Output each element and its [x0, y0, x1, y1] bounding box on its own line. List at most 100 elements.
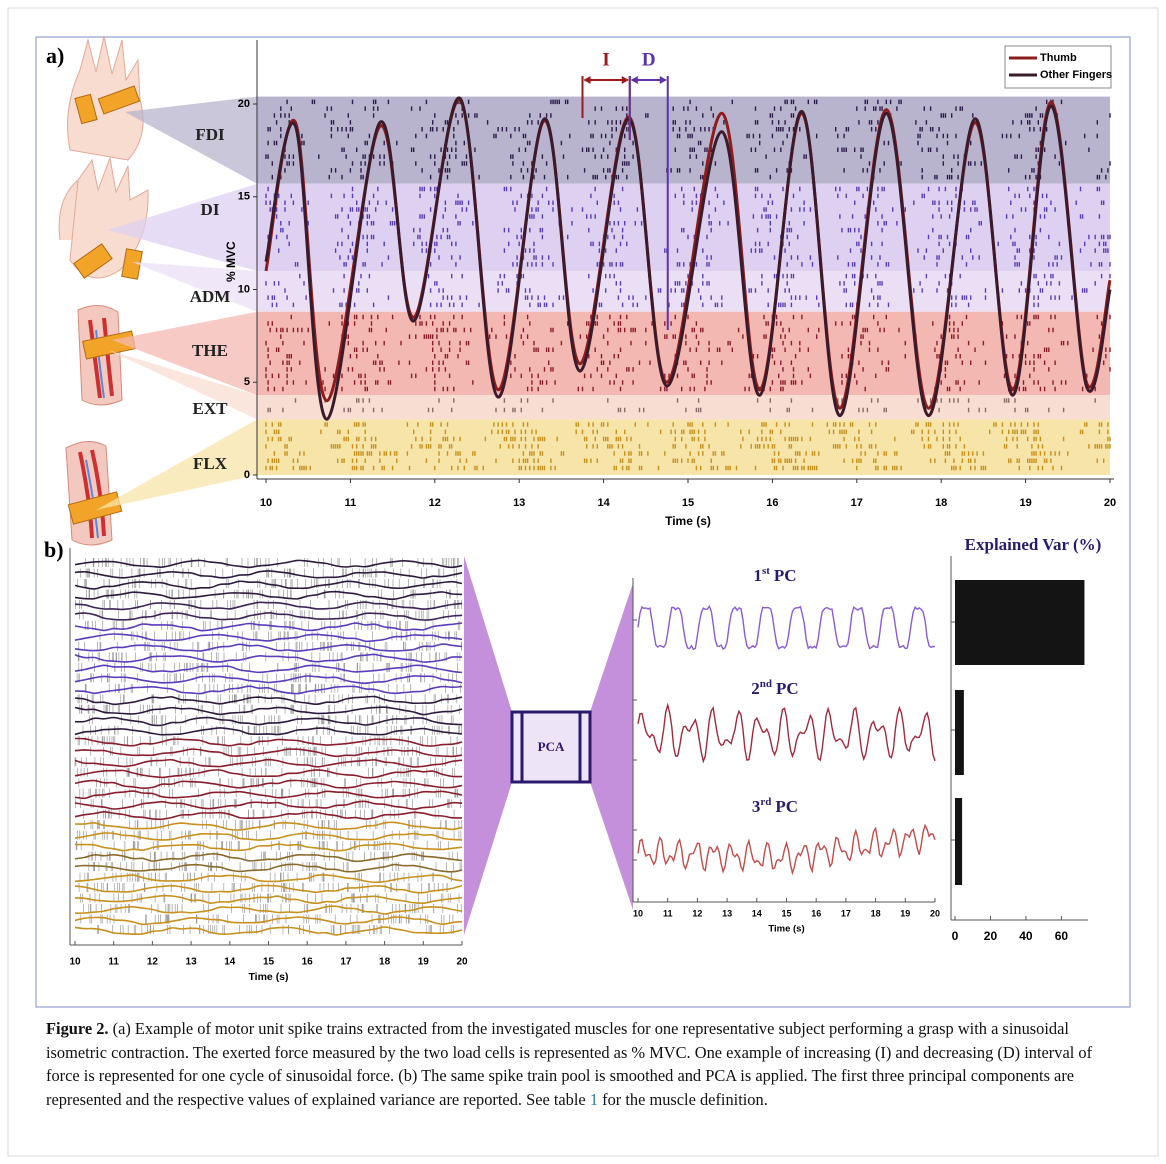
smoothed-train: [74, 905, 463, 915]
muscle-band: [257, 395, 1110, 420]
component-number: 3: [752, 797, 761, 816]
x-tick-label: 10: [633, 908, 643, 918]
smoothed-train: [74, 853, 463, 863]
smoothed-train: [74, 821, 463, 831]
y-tick-label: 15: [238, 191, 250, 203]
smoothed-train: [74, 790, 463, 800]
x-tick-label: 11: [345, 497, 357, 509]
x-axis-label: Time (s): [248, 971, 288, 983]
muscle-band: [257, 419, 1110, 475]
smoothed-train: [74, 643, 463, 652]
caption-text: for the muscle definition.: [598, 1089, 768, 1109]
smoothed-train: [74, 863, 463, 873]
pca-box: [510, 710, 592, 784]
component-name: PC: [776, 679, 799, 698]
smoothed-train: [74, 727, 463, 736]
muscle-label: THE: [192, 341, 228, 360]
bar: [955, 580, 1085, 665]
spike-raster: [267, 398, 1096, 413]
muscle-label: FLX: [193, 454, 228, 473]
connector-wedge: [132, 262, 257, 312]
bar: [955, 798, 963, 885]
smoothed-train: [74, 832, 463, 841]
smoothed-train: [74, 737, 463, 747]
spike-raster: [265, 422, 1111, 471]
legend-label: Thumb: [1040, 52, 1077, 64]
hand-illustrations: [58, 35, 149, 546]
muscle: [88, 317, 114, 399]
x-tick-label: 12: [429, 497, 441, 509]
smoothed-train: [74, 716, 463, 727]
bar: [955, 690, 964, 775]
x-tick-label: 15: [263, 957, 275, 968]
connector-wedge: [112, 311, 257, 396]
x-tick-label: 13: [722, 908, 732, 918]
x-tick-label: 14: [752, 908, 762, 918]
page-frame: [7, 7, 1159, 1157]
component-label: 3rd PC: [752, 796, 798, 816]
spike-ticks: [84, 683, 462, 693]
pca-wedge: [464, 556, 512, 935]
smoothed-train: [74, 590, 463, 601]
x-tick-label: 0: [952, 929, 959, 943]
y-axis-label: % MVC: [224, 241, 238, 282]
smoothed-train: [74, 633, 463, 643]
figure-frame: [35, 36, 1131, 1008]
x-tick-label: 15: [781, 908, 791, 918]
pca-wedge: [590, 583, 633, 910]
x-tick-label: 20: [1104, 497, 1116, 509]
table-link[interactable]: 1: [589, 1089, 599, 1109]
x-tick-label: 11: [108, 957, 119, 968]
x-tick-label: 15: [682, 497, 694, 509]
y-tick-label: 20: [238, 98, 250, 110]
component-trace: [637, 604, 936, 651]
smoothed-train: [74, 601, 463, 611]
x-tick-label: 17: [841, 908, 851, 918]
x-tick-label: 14: [224, 957, 236, 968]
smoothed-train: [74, 926, 463, 936]
component-ordinal: nd: [760, 678, 772, 690]
spike-raster: [265, 186, 1111, 267]
component-ordinal: st: [762, 565, 770, 577]
x-tick-label: 18: [871, 908, 881, 918]
smoothed-train: [74, 758, 463, 768]
smoothed-train: [74, 685, 463, 695]
smoothed-train: [74, 894, 463, 905]
x-tick-label: 16: [811, 908, 821, 918]
caption: Figure 2. (a) Example of motor unit spik…: [46, 1017, 1128, 1111]
x-tick-label: 60: [1055, 929, 1069, 943]
muscle-label: DI: [201, 200, 220, 219]
x-tick-label: 40: [1019, 929, 1033, 943]
smoothed-train: [74, 769, 463, 779]
smoothed-train: [74, 611, 463, 621]
smoothed-train: [74, 874, 463, 884]
x-tick-label: 17: [340, 957, 352, 968]
smoothed-train: [74, 653, 463, 663]
x-tick-label: 19: [1019, 497, 1031, 509]
x-axis-label: Time (s): [768, 924, 804, 935]
component-label: 2nd PC: [751, 678, 798, 698]
component-number: 2: [751, 679, 760, 698]
smoothed-train: [74, 695, 463, 706]
pca-label: PCA: [538, 739, 565, 754]
spike-ticks: [83, 904, 462, 914]
x-tick-label: 13: [513, 497, 525, 509]
bar-chart-title: Explained Var (%): [965, 535, 1102, 554]
spike-ticks: [79, 872, 452, 882]
smoothed-train: [74, 810, 463, 821]
component-trace: [637, 702, 936, 764]
smoothed-train: [74, 706, 463, 716]
legend-label: Other Fingers: [1040, 69, 1112, 81]
electrode: [97, 85, 141, 115]
x-tick-label: 19: [418, 957, 430, 968]
muscle-label: ADM: [190, 287, 231, 306]
panel-label: a): [46, 43, 64, 68]
force-line: [264, 96, 1112, 421]
smoothed-train: [74, 748, 463, 758]
x-tick-label: 12: [147, 957, 159, 968]
x-tick-label: 10: [69, 957, 81, 968]
spike-ticks: [78, 641, 462, 651]
x-tick-label: 14: [597, 497, 610, 509]
component-trace: [637, 823, 936, 876]
